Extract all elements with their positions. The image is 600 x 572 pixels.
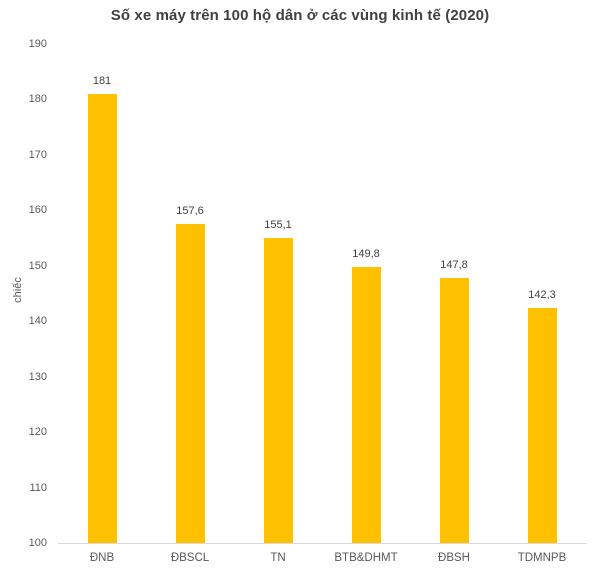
x-tick-label: TN [270, 552, 286, 564]
bar [263, 237, 293, 543]
y-tick-label: 130 [28, 370, 47, 383]
bar-value-label: 142,3 [528, 289, 556, 302]
x-tick-label: ĐBSH [438, 552, 470, 564]
chart-title: Số xe máy trên 100 hộ dân ở các vùng kin… [110, 7, 490, 24]
bar-value-label: 149,8 [352, 247, 380, 260]
bar-value-label: 147,8 [440, 258, 468, 271]
y-tick-label: 140 [28, 315, 47, 328]
y-tick-label: 100 [28, 537, 47, 549]
y-tick-label: 190 [28, 38, 47, 50]
bar [439, 277, 469, 543]
bar [527, 308, 557, 543]
x-tick-label: ĐBSCL [170, 552, 210, 564]
x-axis-line [58, 543, 586, 544]
y-tick-label: 170 [28, 148, 47, 161]
bar [175, 223, 205, 543]
y-tick-label: 160 [28, 204, 47, 217]
y-tick-label: 150 [28, 259, 47, 272]
bar [87, 93, 117, 543]
bar-value-label: 155,1 [264, 218, 292, 231]
y-tick-label: 180 [28, 93, 47, 106]
x-tick-label: ĐNB [89, 552, 115, 564]
y-tick-label: 120 [28, 426, 47, 439]
bar-value-label: 181 [92, 74, 112, 87]
y-tick-label: 110 [29, 481, 47, 494]
x-tick-label: TDMNPB [517, 552, 567, 564]
y-axis-title: chiếc [12, 277, 24, 303]
bar-value-label: 157,6 [176, 204, 204, 217]
x-tick-label: BTB&DHMT [334, 552, 398, 564]
bar [351, 266, 381, 543]
